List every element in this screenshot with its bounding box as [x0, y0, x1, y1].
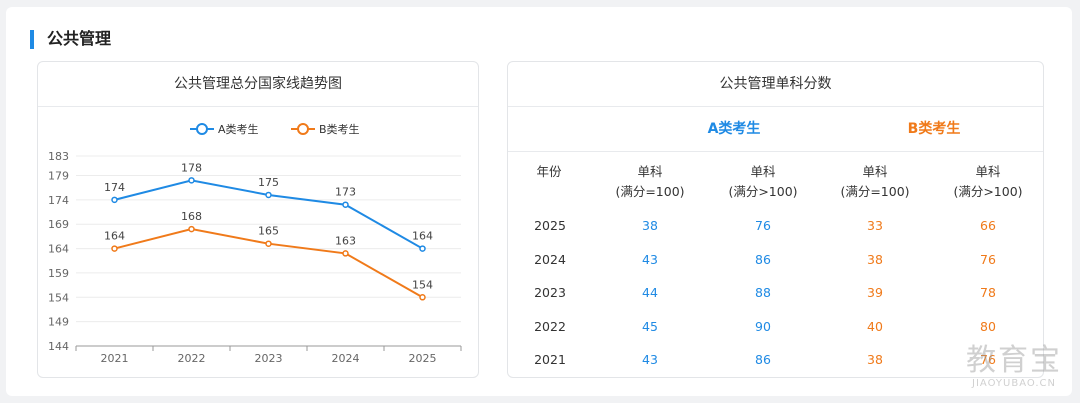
data-label: 173: [335, 186, 356, 199]
b-col2-label: 单科: [975, 164, 1001, 179]
y-tick-label: 149: [48, 316, 69, 329]
b-col2-sublabel: (满分>100): [953, 184, 1023, 199]
row-year: 2025: [534, 218, 566, 233]
row-b2: 76: [980, 252, 996, 267]
row-b2: 76: [980, 352, 996, 367]
a-col1-header: 单科 (满分=100): [605, 162, 695, 202]
row-year: 2024: [534, 252, 566, 267]
row-year: 2023: [534, 285, 566, 300]
data-point: [419, 294, 426, 301]
row-b1: 39: [867, 285, 883, 300]
row-a2: 88: [755, 285, 771, 300]
line-chart: 144 149 154 159 164 169 174 179 183 2021 2022 2023 2…: [48, 122, 462, 365]
data-point: [111, 196, 118, 204]
y-tick-label: 183: [48, 150, 69, 163]
group-a-header: A类考生: [707, 121, 761, 137]
legend-label: A类考生: [218, 122, 259, 136]
chart-card-title: 公共管理总分国家线趋势图: [38, 62, 478, 107]
data-point: [265, 240, 272, 247]
year-header-label: 年份: [536, 164, 562, 179]
data-label: 174: [104, 181, 125, 194]
chart-card: 公共管理总分国家线趋势图 144 149 154 159 164 169 174 179 183…: [37, 61, 479, 378]
row-a1: 43: [642, 252, 658, 267]
watermark-logo: 教育宝 JIAOYUBAO.CN: [966, 343, 1062, 390]
group-header-row: A类考生 B类考生: [508, 107, 1043, 152]
group-b-header: B类考生: [907, 121, 961, 137]
b-col1-header: 单科 (满分=100): [830, 162, 920, 202]
data-label: 164: [104, 230, 125, 243]
row-a2: 76: [755, 218, 771, 233]
b-col1-label: 单科: [862, 164, 888, 179]
section-accent-bar: [30, 30, 34, 49]
x-tick-label: 2022: [178, 352, 206, 365]
row-a2: 90: [755, 319, 771, 334]
data-label: 178: [181, 161, 202, 174]
row-b1: 33: [867, 218, 883, 233]
x-tick-label: 2025: [409, 352, 437, 365]
row-a2: 86: [755, 252, 771, 267]
data-label: 164: [412, 230, 433, 243]
row-b2: 78: [980, 285, 996, 300]
x-tick-label: 2024: [332, 352, 360, 365]
legend-marker: [196, 123, 208, 135]
series-line: [114, 179, 423, 250]
row-year: 2021: [534, 352, 566, 367]
row-b2: 80: [980, 319, 996, 334]
y-tick-label: 164: [48, 243, 69, 256]
row-a2: 86: [755, 352, 771, 367]
row-a1: 43: [642, 352, 658, 367]
legend-label: B类考生: [319, 122, 360, 136]
y-tick-label: 154: [48, 291, 69, 304]
y-tick-label: 159: [48, 267, 69, 280]
row-a1: 44: [642, 285, 658, 300]
y-tick-label: 169: [48, 218, 69, 231]
data-label: 154: [412, 278, 433, 291]
data-point: [111, 245, 118, 252]
watermark-text: 教育宝: [966, 343, 1062, 378]
b-col1-sublabel: (满分=100): [840, 184, 910, 199]
row-b2: 66: [980, 218, 996, 233]
section-title: 公共管理: [47, 29, 112, 48]
a-col2-header: 单科 (满分>100): [718, 162, 808, 202]
watermark-subtext: JIAOYUBAO.CN: [972, 378, 1056, 389]
row-a1: 45: [642, 319, 658, 334]
data-point: [342, 201, 349, 208]
legend-marker: [297, 123, 309, 135]
row-b1: 38: [867, 252, 883, 267]
a-col1-sublabel: (满分=100): [615, 184, 685, 199]
series-line: [114, 228, 423, 299]
data-point: [188, 177, 195, 184]
row-b1: 38: [867, 352, 883, 367]
a-col2-label: 单科: [750, 164, 776, 179]
b-col2-header: 单科 (满分>100): [943, 162, 1033, 202]
a-col1-label: 单科: [637, 164, 663, 179]
row-b1: 40: [867, 319, 883, 334]
table-card: 公共管理单科分数 A类考生 B类考生 年份 单科 (满分=100) 单科 (满分…: [507, 61, 1044, 378]
data-point: [188, 225, 195, 233]
data-label: 163: [335, 234, 356, 247]
row-a1: 38: [642, 218, 658, 233]
y-tick-label: 179: [48, 169, 69, 182]
x-tick-label: 2023: [255, 352, 283, 365]
data-label: 165: [258, 225, 279, 238]
a-col2-sublabel: (满分>100): [728, 184, 798, 199]
y-tick-label: 174: [48, 194, 69, 207]
table-card-title: 公共管理单科分数: [508, 62, 1043, 107]
row-year: 2022: [534, 319, 566, 334]
x-tick-label: 2021: [101, 352, 129, 365]
data-label: 175: [258, 176, 279, 189]
y-tick-label: 144: [48, 340, 69, 353]
data-label: 168: [181, 210, 202, 223]
year-column-header: 年份: [519, 162, 579, 182]
data-point: [419, 245, 426, 252]
data-point: [265, 191, 272, 199]
data-point: [342, 250, 349, 257]
